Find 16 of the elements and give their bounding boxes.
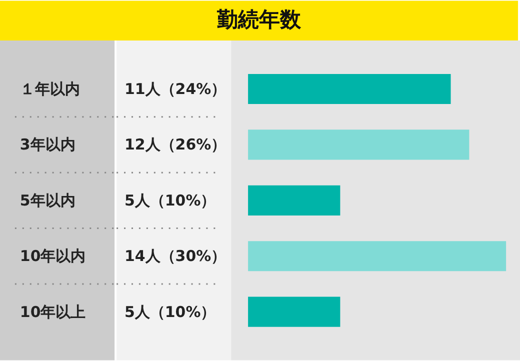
- y-tick-label: 10年以上: [20, 302, 86, 321]
- bar: [248, 74, 451, 104]
- y-tick-label: 5年以内: [20, 191, 76, 210]
- data-label: 14人（30%）: [124, 247, 226, 266]
- chart-title: 勤続年数: [216, 8, 302, 32]
- data-label: 11人（24%）: [124, 80, 226, 98]
- bar: [248, 185, 340, 216]
- bar: [248, 241, 506, 272]
- y-tick-label: 3年以内: [20, 136, 76, 154]
- data-label: 5人（10%）: [124, 302, 216, 321]
- data-label: 5人（10%）: [124, 191, 216, 210]
- data-label: 12人（26%）: [124, 136, 226, 154]
- y-tick-label: １年以内: [20, 80, 80, 98]
- bar: [248, 130, 470, 160]
- y-tick-label: 10年以内: [20, 247, 86, 266]
- bar: [248, 296, 340, 327]
